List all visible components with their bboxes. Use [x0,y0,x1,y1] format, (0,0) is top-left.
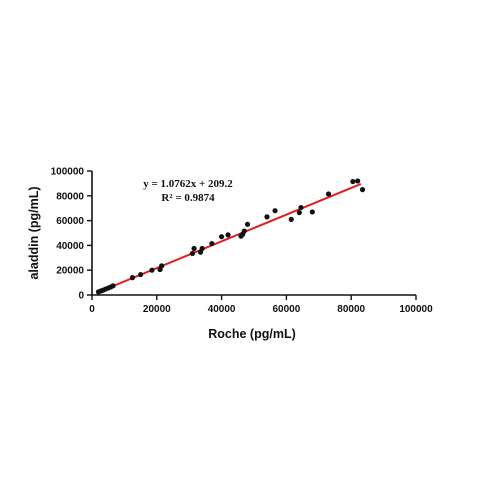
data-point [241,228,247,234]
data-point [264,214,270,220]
data-point [138,271,144,278]
data-point [309,209,315,215]
equation-annotation: y = 1.0762x + 209.2 [143,178,233,190]
data-points [95,178,366,295]
y-tick-label: 60000 [56,216,84,227]
data-point [325,191,332,197]
data-point [296,209,302,216]
data-point [129,275,136,281]
x-axis-title: Roche (pg/mL) [208,327,296,341]
data-point [199,245,205,252]
data-point [350,178,356,185]
x-tick-label: 60000 [272,304,300,315]
x-tick-label: 80000 [337,304,365,315]
data-point [149,267,155,273]
x-tick-label: 0 [89,304,95,315]
x-axis: 0 20000 40000 60000 80000 100000 [89,294,433,315]
data-point [355,178,361,184]
regression-line-group [98,183,362,293]
data-point [159,263,165,269]
y-tick-label: 0 [78,291,84,302]
r-squared-annotation: R² = 0.9874 [161,192,215,204]
x-tick-label: 100000 [399,304,433,315]
x-tick-label: 40000 [208,304,236,315]
data-point [244,221,251,227]
data-point [191,245,197,252]
regression-line [98,183,362,293]
y-axis: 0 20000 40000 60000 80000 100000 [51,167,93,302]
x-tick-label: 20000 [143,304,171,315]
data-point [288,216,294,222]
y-tick-label: 100000 [51,167,85,178]
y-axis-title: aladdin (pg/mL) [27,186,41,279]
data-point [189,250,196,257]
y-tick-label: 80000 [56,191,84,202]
data-point [219,234,225,240]
data-point [209,240,215,247]
data-point [298,204,304,211]
data-point [359,187,366,193]
data-point [110,283,116,289]
data-point [225,232,231,238]
y-tick-label: 40000 [56,241,84,252]
data-point [272,208,278,214]
y-tick-label: 20000 [56,266,84,277]
